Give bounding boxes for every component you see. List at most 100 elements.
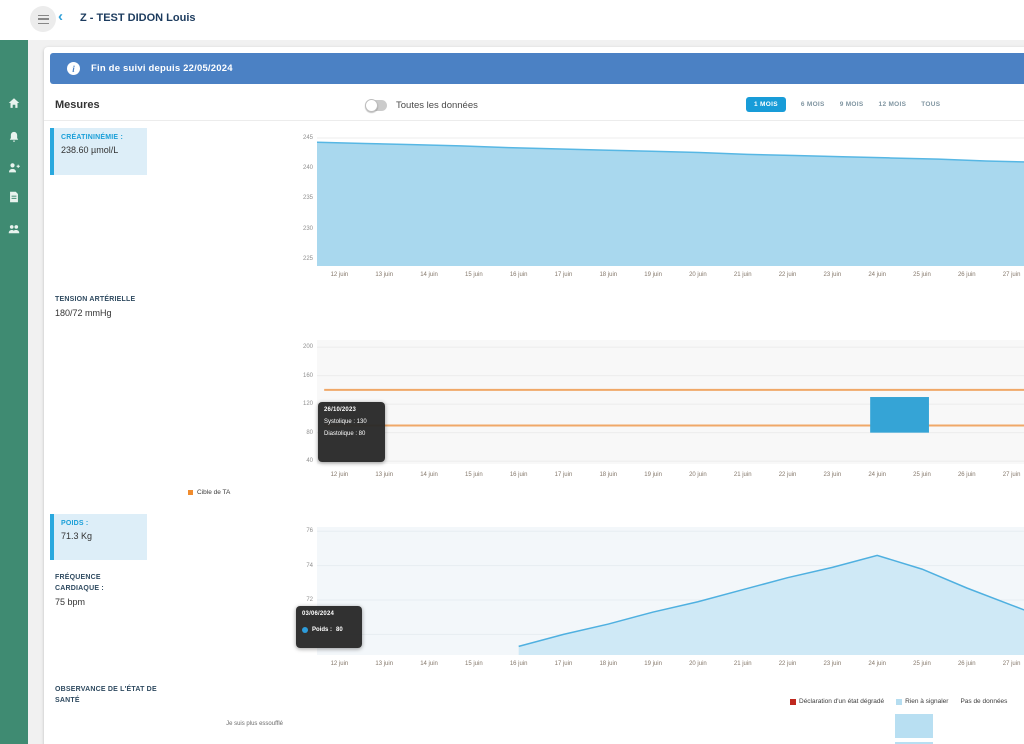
- range-12-mois[interactable]: 12 MOIS: [878, 101, 907, 108]
- creatinine-metric-card[interactable]: CRÉATININÉMIE : 238.60 µmol/L: [50, 128, 147, 175]
- end-of-followup-banner: i Fin de suivi depuis 22/05/2024: [50, 53, 1024, 84]
- y-axis-label: 76: [306, 528, 313, 535]
- home-icon[interactable]: [7, 96, 21, 110]
- menu-button[interactable]: [30, 6, 56, 32]
- x-axis-label: 15 juin: [465, 272, 483, 278]
- observance-label: OBSERVANCE DE L'ÉTAT DE SANTÉ: [55, 686, 157, 705]
- back-chevron-icon[interactable]: ‹: [58, 8, 63, 25]
- info-icon: i: [67, 62, 80, 75]
- x-axis-label: 23 juin: [823, 661, 842, 667]
- legend-item-rien: Rien à signaler: [896, 698, 948, 705]
- x-axis-label: 12 juin: [330, 661, 349, 667]
- poids-plot[interactable]: [317, 527, 1024, 655]
- legend-item-degrade: Déclaration d'un état dégradé: [790, 698, 884, 705]
- range-tous[interactable]: TOUS: [921, 101, 941, 108]
- tooltip-date: 03/06/2024: [302, 611, 335, 617]
- x-axis-label: 22 juin: [778, 472, 797, 478]
- poids-metric-card[interactable]: POIDS : 71.3 Kg: [50, 514, 147, 560]
- x-axis-label: 13 juin: [375, 472, 394, 478]
- x-axis-label: 12 juin: [330, 472, 349, 478]
- creatinine-chart: 245 240 235 230 225 12 juin 13 juin 14 juin 15 …: [300, 133, 1024, 290]
- x-axis-label: 12 juin: [330, 272, 349, 278]
- x-axis-label: 16 juin: [509, 272, 528, 278]
- series-dot-icon: [302, 627, 308, 633]
- toggle-knob[interactable]: [365, 99, 378, 112]
- tension-value: 180/72 mmHg: [55, 308, 112, 319]
- banner-text: Fin de suivi depuis 22/05/2024: [91, 63, 233, 74]
- range-1-mois[interactable]: 1 MOIS: [746, 97, 786, 112]
- x-axis-label: 19 juin: [644, 472, 662, 478]
- x-axis-label: 23 juin: [823, 472, 842, 478]
- creatinine-label: CRÉATININÉMIE :: [61, 134, 123, 141]
- patient-title: Z - TEST DIDON Louis: [80, 12, 196, 24]
- range-6-mois[interactable]: 6 MOIS: [800, 101, 825, 108]
- x-axis-label: 17 juin: [554, 661, 573, 667]
- all-data-toggle[interactable]: Toutes les données: [365, 99, 478, 112]
- x-axis-label: 27 juin: [1002, 661, 1021, 667]
- x-axis-label: 26 juin: [957, 272, 976, 278]
- header-divider: [44, 120, 1024, 121]
- x-axis-label: 20 juin: [689, 661, 707, 667]
- observance-legend: Déclaration d'un état dégradé Rien à sig…: [790, 698, 1007, 705]
- x-axis-label: 24 juin: [868, 472, 886, 478]
- x-axis-label: 14 juin: [420, 661, 438, 667]
- x-axis-label: 13 juin: [375, 661, 394, 667]
- patient-icon[interactable]: [7, 161, 21, 175]
- y-axis-label: 230: [302, 225, 313, 232]
- tooltip-poids-label: Poids :: [312, 627, 333, 633]
- bell-icon[interactable]: [7, 130, 21, 144]
- pas-de-donnees-label: Pas de données: [960, 698, 1008, 705]
- creatinine-value: 238.60 µmol/L: [61, 145, 119, 155]
- hamburger-icon: [37, 14, 49, 24]
- range-9-mois[interactable]: 9 MOIS: [839, 101, 864, 108]
- y-axis-label: 160: [302, 372, 313, 379]
- x-axis-label: 19 juin: [644, 661, 662, 667]
- x-axis-label: 24 juin: [868, 661, 886, 667]
- poids-xaxis: 12 juin 13 juin 14 juin 15 juin 16 juin 17 ju…: [317, 661, 1024, 673]
- tension-metric: TENSION ARTÉRIELLE 180/72 mmHg: [55, 294, 167, 318]
- y-axis-label: 120: [302, 401, 313, 408]
- y-axis-label: 74: [306, 562, 313, 569]
- x-axis-label: 27 juin: [1002, 472, 1021, 478]
- x-axis-label: 13 juin: [375, 272, 394, 278]
- x-axis-label: 20 juin: [689, 272, 707, 278]
- tension-xaxis: 12 juin 13 juin 14 juin 15 juin 16 juin 17 ju…: [317, 472, 1024, 484]
- x-axis-label: 14 juin: [420, 472, 438, 478]
- x-axis-label: 15 juin: [465, 472, 483, 478]
- poids-tooltip: 03/06/2024 Poids : 80: [296, 606, 362, 648]
- y-axis-label: 200: [302, 344, 313, 351]
- creatinine-plot[interactable]: [317, 135, 1024, 266]
- x-axis-label: 22 juin: [778, 272, 797, 278]
- y-axis-label: 40: [306, 458, 313, 465]
- y-axis-label: 80: [306, 429, 313, 436]
- x-axis-label: 18 juin: [599, 472, 618, 478]
- tension-yaxis: 200 160 120 80 40: [300, 340, 315, 464]
- tension-tooltip: 26/10/2023 Systolique : 130 Diastolique …: [318, 402, 385, 462]
- x-axis-label: 21 juin: [733, 472, 752, 478]
- observance-cells[interactable]: [317, 714, 1024, 744]
- observance-row-label: Je suis plus essoufflé: [226, 721, 283, 727]
- x-axis-label: 25 juin: [913, 472, 931, 478]
- document-icon[interactable]: [7, 190, 21, 204]
- tension-plot[interactable]: [317, 340, 1024, 464]
- x-axis-label: 26 juin: [957, 661, 976, 667]
- x-axis-label: 22 juin: [778, 661, 797, 667]
- observance-cell[interactable]: [894, 714, 933, 738]
- observance-metric: OBSERVANCE DE L'ÉTAT DE SANTÉ: [55, 684, 173, 706]
- x-axis-label: 17 juin: [554, 472, 573, 478]
- toggle-track-icon[interactable]: [365, 99, 387, 112]
- cible-ta-swatch-icon: [188, 490, 193, 495]
- x-axis-label: 15 juin: [465, 661, 483, 667]
- degrade-swatch-icon: [790, 698, 796, 705]
- tooltip-diastolique: Diastolique : 80: [324, 431, 366, 437]
- team-icon[interactable]: [7, 222, 21, 236]
- frequence-cardiaque-metric: FRÉQUENCE CARDIAQUE : 75 bpm: [55, 572, 125, 607]
- legend-item-pas-de-donnees: Pas de données: [960, 698, 1007, 705]
- observance-cell[interactable]: [894, 742, 933, 744]
- sidebar: [0, 40, 28, 744]
- frequence-cardiaque-value: 75 bpm: [55, 597, 86, 608]
- x-axis-label: 19 juin: [644, 272, 662, 278]
- tension-chart: 200 160 120 80 40 12 juin 13 juin 14 juin 15 ju…: [300, 336, 1024, 488]
- poids-label: POIDS :: [61, 520, 89, 527]
